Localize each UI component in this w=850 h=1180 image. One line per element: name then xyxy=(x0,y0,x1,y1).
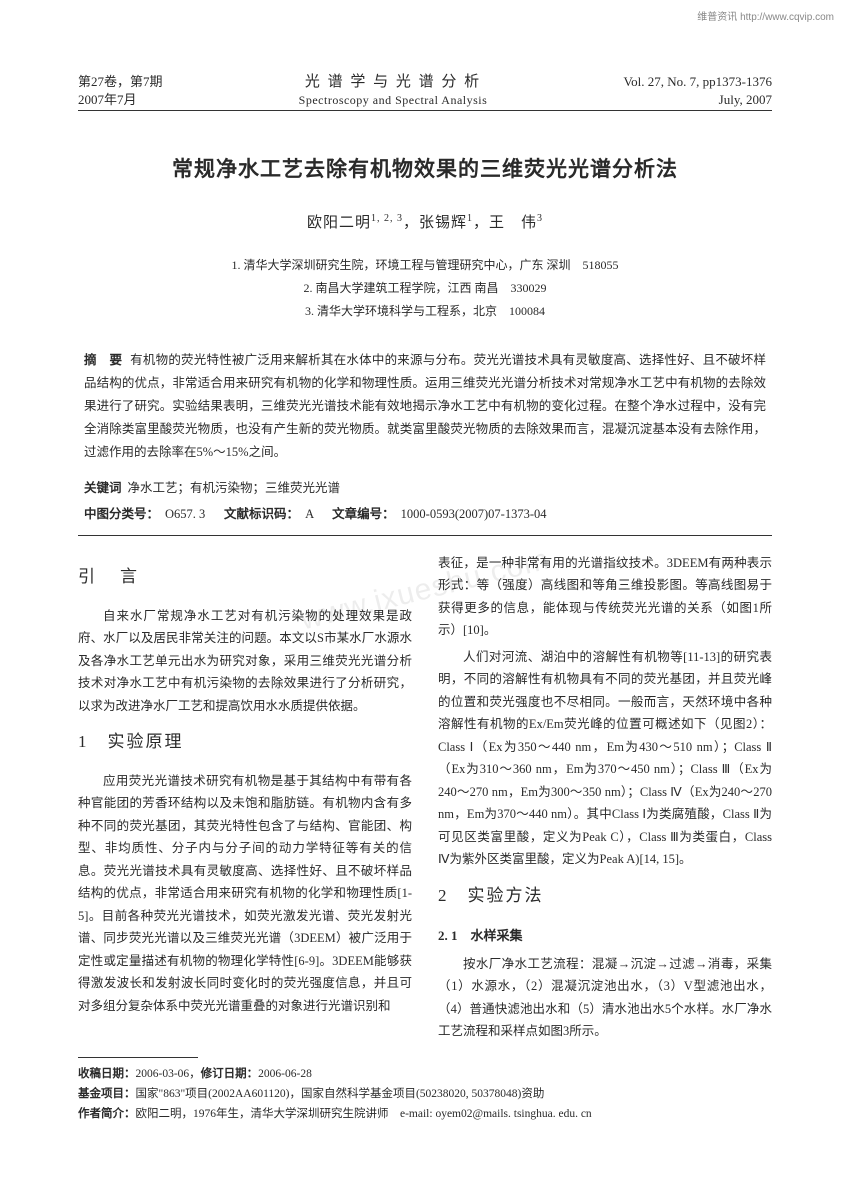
issue-cn: 第27卷，第7期 xyxy=(78,73,163,91)
journal-name-en: Spectroscopy and Spectral Analysis xyxy=(163,92,624,108)
clc-value: O657. 3 xyxy=(165,507,205,521)
affiliation-3: 3. 清华大学环境科学与工程系，北京 100084 xyxy=(78,300,772,323)
journal-header: 第27卷，第7期 2007年7月 光 谱 学 与 光 谱 分 析 Spectro… xyxy=(78,72,772,111)
receive-date-line: 收稿日期：2006-03-06，修订日期：2006-06-28 xyxy=(78,1064,772,1084)
section-2-1-para: 按水厂净水工艺流程：混凝→沉淀→过滤→消毒，采集（1）水源水，（2）混凝沉淀池出… xyxy=(438,953,772,1043)
right-para-1: 表征，是一种非常有用的光谱指纹技术。3DEEM有两种表示形式：等（强度）高线图和… xyxy=(438,552,772,642)
body-columns: 引 言 自来水厂常规净水工艺对有机污染物的处理效果是政府、水厂以及居民非常关注的… xyxy=(78,552,772,1047)
abstract-text: 有机物的荧光特性被广泛用来解析其在水体中的来源与分布。荧光光谱技术具有灵敏度高、… xyxy=(84,353,766,460)
keywords-label: 关键词 xyxy=(84,481,122,495)
right-column: 表征，是一种非常有用的光谱指纹技术。3DEEM有两种表示形式：等（强度）高线图和… xyxy=(438,552,772,1047)
date-cn: 2007年7月 xyxy=(78,91,163,109)
section-2-heading: 2 实验方法 xyxy=(438,881,772,912)
section-1-para: 应用荧光光谱技术研究有机物是基于其结构中有带有各种官能团的芳香环结构以及未饱和脂… xyxy=(78,770,412,1018)
classification-line: 中图分类号： O657. 3 文献标识码： A 文章编号： 1000-0593(200… xyxy=(84,504,766,525)
affiliations: 1. 清华大学深圳研究生院，环境工程与管理研究中心，广东 深圳 518055 2… xyxy=(78,254,772,322)
doc-code-label: 文献标识码： xyxy=(224,507,299,521)
keywords-line: 关键词净水工艺；有机污染物；三维荧光光谱 xyxy=(84,478,766,499)
fund-text: 国家"863"项目(2002AA601120)，国家自然科学基金项目(50238… xyxy=(136,1088,545,1100)
footer-rule xyxy=(78,1057,198,1058)
affiliation-1: 1. 清华大学深圳研究生院，环境工程与管理研究中心，广东 深圳 518055 xyxy=(78,254,772,277)
recv-label: 收稿日期： xyxy=(78,1068,136,1080)
rev-date: 2006-06-28 xyxy=(258,1068,312,1080)
abstract-label: 摘 要 xyxy=(84,353,122,367)
top-watermark: 维普资讯 http://www.cqvip.com xyxy=(697,8,834,23)
intro-para: 自来水厂常规净水工艺对有机污染物的处理效果是政府、水厂以及居民非常关注的问题。本… xyxy=(78,605,412,718)
doc-code-value: A xyxy=(305,507,313,521)
left-column: 引 言 自来水厂常规净水工艺对有机污染物的处理效果是政府、水厂以及居民非常关注的… xyxy=(78,552,412,1047)
fund-label: 基金项目： xyxy=(78,1088,136,1100)
section-intro-heading: 引 言 xyxy=(78,562,412,593)
issue-en: Vol. 27, No. 7, pp1373-1376 xyxy=(623,73,772,91)
section-2-1-heading: 2. 1 水样采集 xyxy=(438,924,772,947)
abstract: 摘 要有机物的荧光特性被广泛用来解析其在水体中的来源与分布。荧光光谱技术具有灵敏… xyxy=(84,349,766,465)
divider xyxy=(78,535,772,536)
page-content: 第27卷，第7期 2007年7月 光 谱 学 与 光 谱 分 析 Spectro… xyxy=(0,0,850,1087)
article-id-value: 1000-0593(2007)07-1373-04 xyxy=(401,507,547,521)
article-title: 常规净水工艺去除有机物效果的三维荧光光谱分析法 xyxy=(78,153,772,183)
bio-label: 作者简介： xyxy=(78,1108,136,1120)
rev-label: 修订日期： xyxy=(201,1068,259,1080)
authors: 欧阳二明1, 2, 3，张锡辉1，王 伟3 xyxy=(78,211,772,232)
fund-line: 基金项目：国家"863"项目(2002AA601120)，国家自然科学基金项目(… xyxy=(78,1084,772,1104)
section-1-heading: 1 实验原理 xyxy=(78,727,412,758)
recv-date: 2006-03-06， xyxy=(136,1068,201,1080)
author-bio-line: 作者简介：欧阳二明，1976年生，清华大学深圳研究生院讲师 e-mail: oy… xyxy=(78,1104,772,1124)
affiliation-2: 2. 南昌大学建筑工程学院，江西 南昌 330029 xyxy=(78,277,772,300)
journal-name-cn: 光 谱 学 与 光 谱 分 析 xyxy=(163,72,624,92)
clc-label: 中图分类号： xyxy=(84,507,159,521)
bio-text: 欧阳二明，1976年生，清华大学深圳研究生院讲师 e-mail: oyem02@… xyxy=(136,1108,592,1120)
article-id-label: 文章编号： xyxy=(332,507,395,521)
keywords-text: 净水工艺；有机污染物；三维荧光光谱 xyxy=(128,481,341,495)
date-en: July, 2007 xyxy=(623,91,772,109)
right-para-2: 人们对河流、湖泊中的溶解性有机物等[11-13]的研究表明，不同的溶解性有机物具… xyxy=(438,646,772,871)
footer: 收稿日期：2006-03-06，修订日期：2006-06-28 基金项目：国家"… xyxy=(78,1057,772,1124)
